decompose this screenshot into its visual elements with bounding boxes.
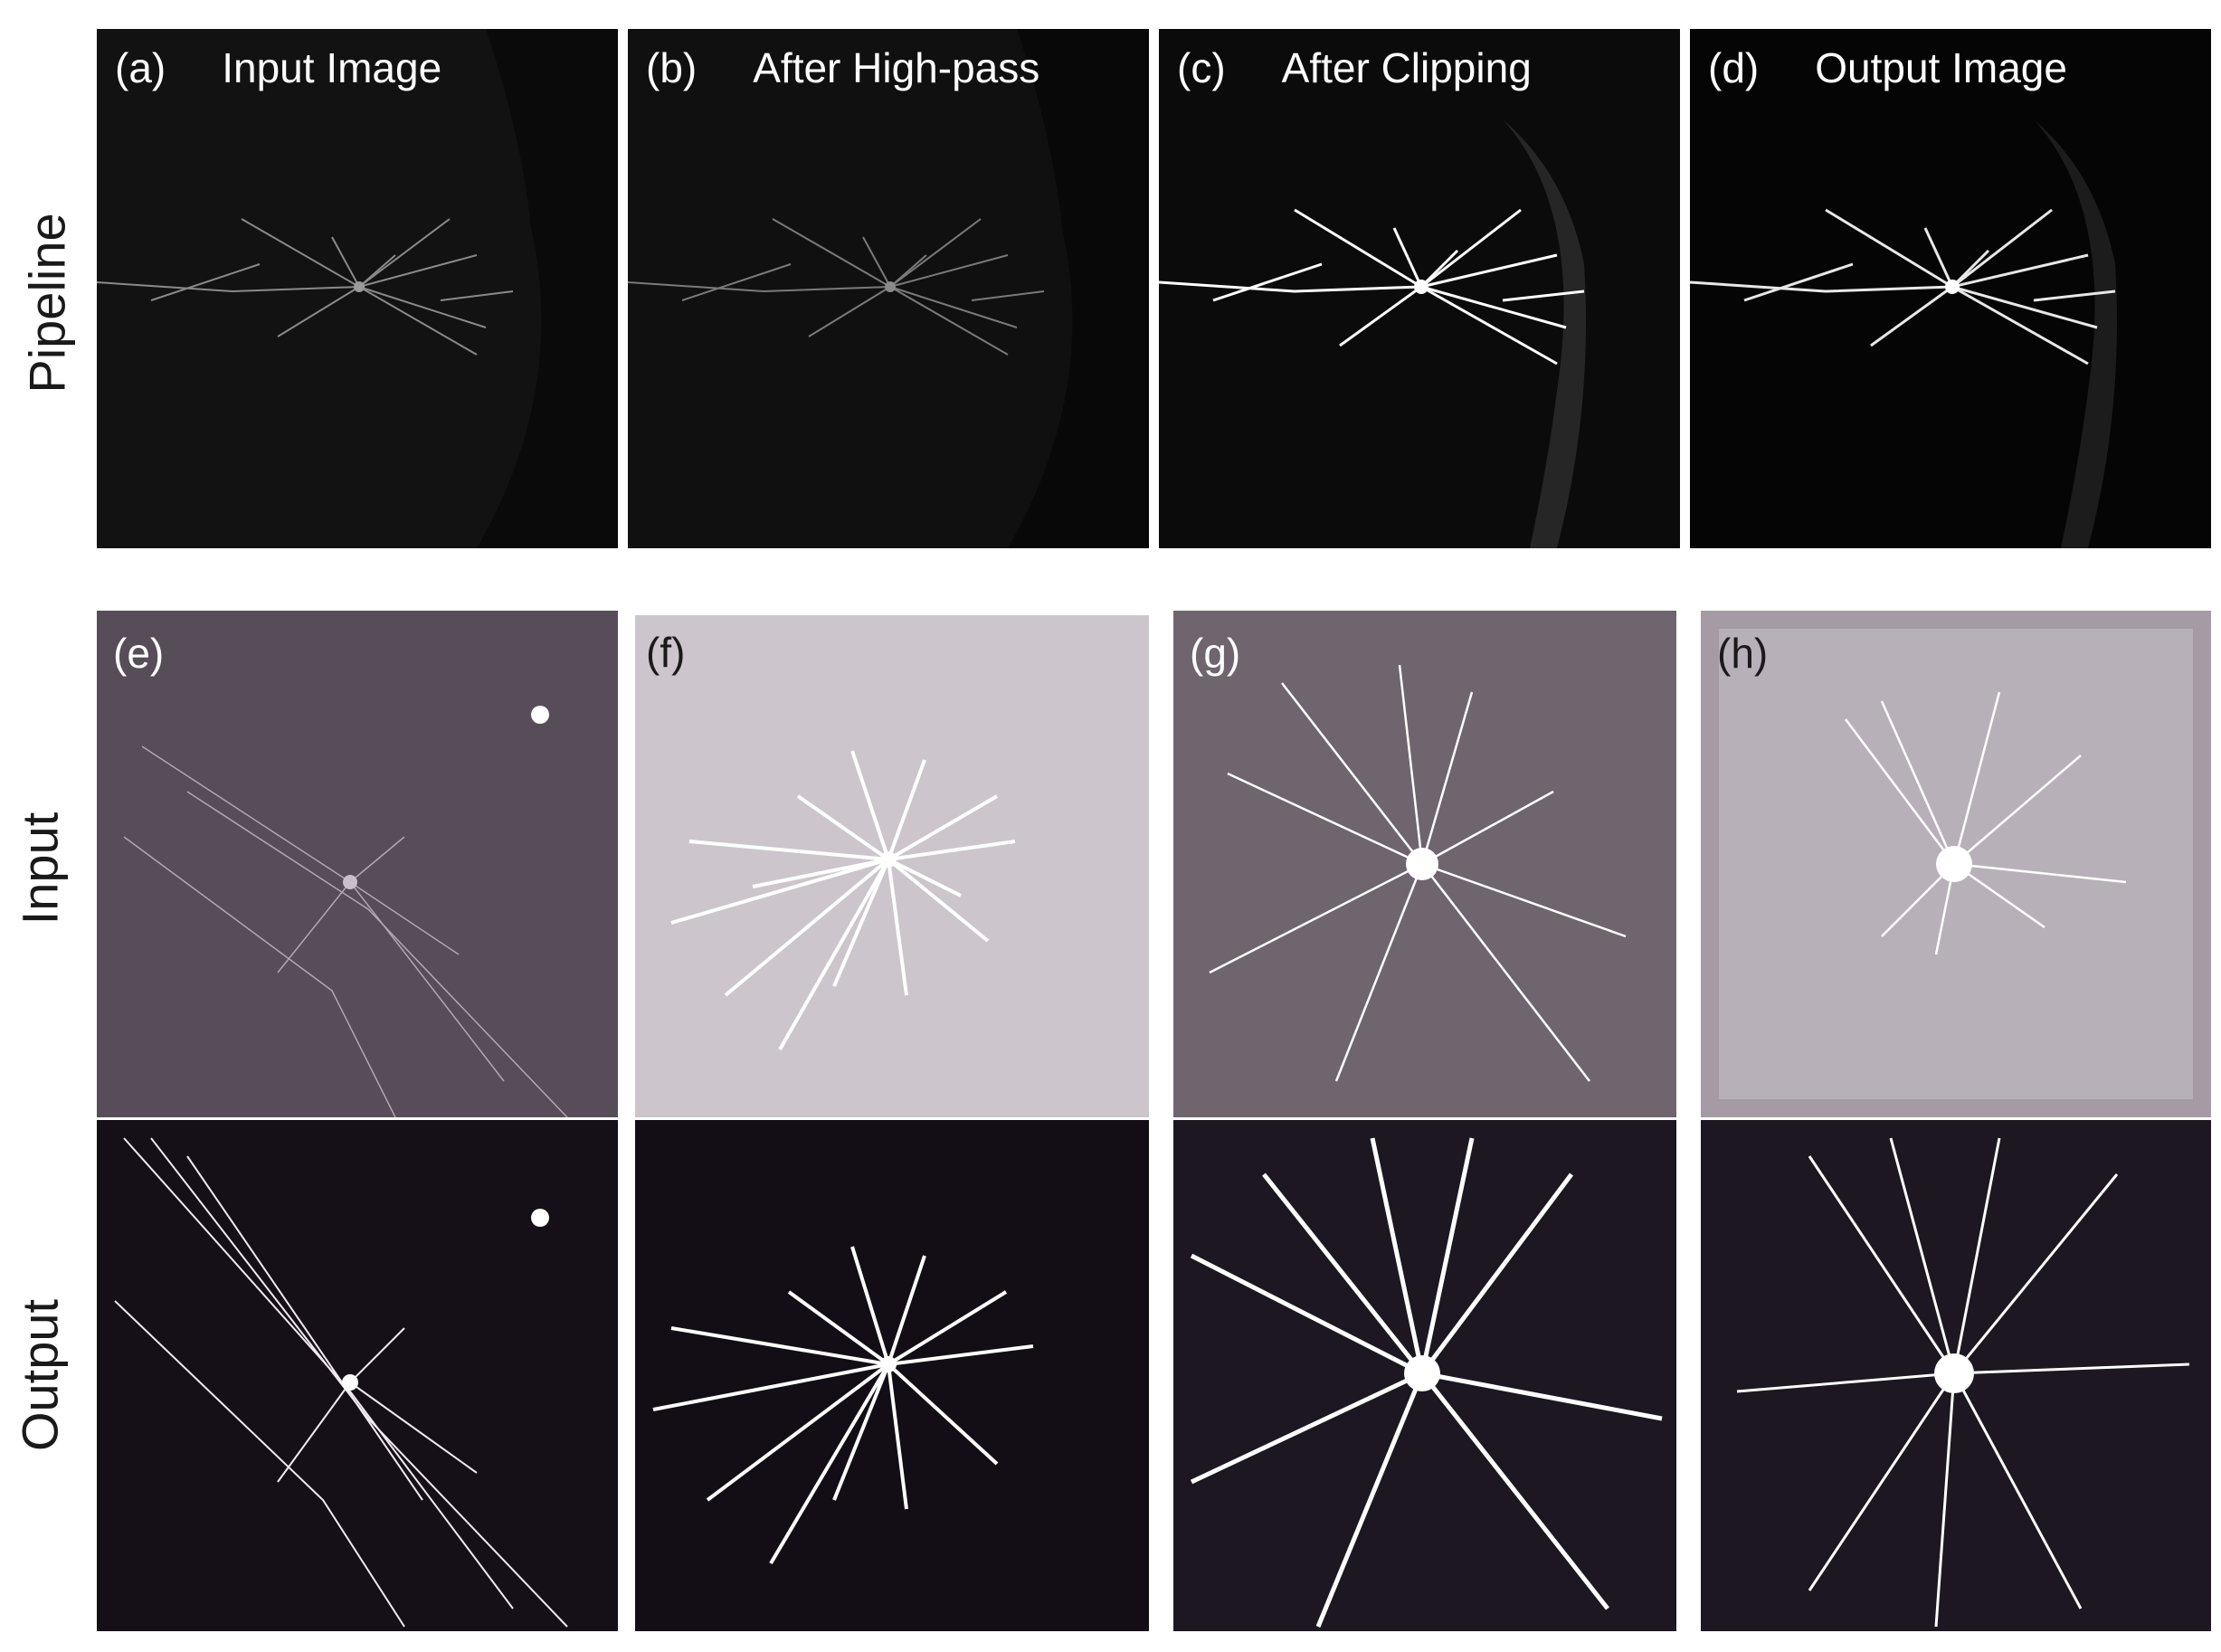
panel-d-label: (d) Output Image — [1708, 43, 2067, 92]
neuron-image-h-output — [1736, 1137, 2190, 1628]
panel-e-letter: (e) — [113, 630, 165, 677]
neuron-image-h-input — [1719, 629, 2193, 1099]
neuron-image-c — [1159, 119, 1586, 548]
panel-a-input-image: (a) Input Image — [97, 29, 618, 548]
neuron-image-e-input — [123, 706, 568, 1117]
panel-d-output-image: (d) Output Image — [1690, 29, 2211, 548]
row-label-input: Input — [11, 812, 69, 926]
panel-h-letter: (h) — [1717, 630, 1769, 677]
panel-h-input: (h) — [1701, 611, 2211, 1117]
panel-b-label: (b) After High-pass — [646, 43, 1039, 92]
neuron-image-b — [628, 29, 1149, 548]
row-label-pipeline: Pipeline — [18, 213, 76, 394]
panel-a-label: (a) Input Image — [115, 43, 441, 92]
panel-c-after-clipping: (c) After Clipping — [1159, 29, 1680, 548]
panel-f-output — [635, 1120, 1149, 1631]
panel-c-letter: (c) — [1177, 44, 1226, 91]
panel-h-output — [1701, 1120, 2211, 1631]
panel-d-letter: (d) — [1708, 44, 1760, 91]
neuron-image-d — [1690, 119, 2117, 548]
panel-c-label: (c) After Clipping — [1177, 43, 1532, 92]
panel-g-output — [1173, 1120, 1676, 1631]
panel-b-letter: (b) — [646, 44, 698, 91]
panel-e-input: (e) — [97, 611, 618, 1117]
neuron-image-g-input — [1209, 664, 1627, 1082]
panel-g-input: (g) — [1173, 611, 1676, 1117]
neuron-image-a — [97, 29, 618, 548]
row-label-output: Output — [11, 1298, 69, 1452]
panel-f-letter: (f) — [646, 629, 686, 676]
neuron-image-f-output — [652, 1246, 1034, 1565]
panel-c-caption: After Clipping — [1281, 44, 1532, 91]
panel-g-letter: (g) — [1190, 630, 1241, 677]
panel-a-caption: Input Image — [222, 44, 442, 91]
panel-a-letter: (a) — [115, 44, 166, 91]
neuron-image-f-input — [670, 750, 1016, 1050]
neuron-image-e-output — [114, 1137, 568, 1628]
panel-f-input: (f) — [635, 615, 1149, 1117]
panel-b-after-high-pass: (b) After High-pass — [628, 29, 1149, 548]
neuron-image-g-output — [1190, 1137, 1663, 1628]
panel-b-caption: After High-pass — [753, 44, 1040, 91]
panel-e-output — [97, 1120, 618, 1631]
panel-d-caption: Output Image — [1815, 44, 2067, 91]
